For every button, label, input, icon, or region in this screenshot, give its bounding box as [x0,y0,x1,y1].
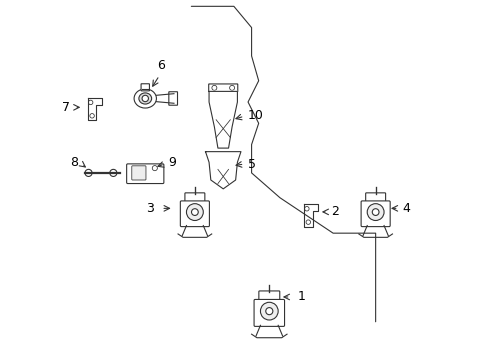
Polygon shape [205,152,241,189]
Ellipse shape [139,93,151,104]
Text: 4: 4 [402,202,409,215]
Text: 8: 8 [70,156,79,169]
FancyBboxPatch shape [365,193,385,213]
Text: 1: 1 [297,291,305,303]
FancyBboxPatch shape [126,164,163,184]
Polygon shape [209,91,237,148]
Text: 2: 2 [331,206,339,219]
Circle shape [211,85,216,90]
Circle shape [305,220,310,224]
Text: 3: 3 [146,202,154,215]
Circle shape [186,204,203,220]
FancyBboxPatch shape [180,201,209,226]
FancyBboxPatch shape [258,291,279,312]
Circle shape [260,302,278,320]
Circle shape [304,207,308,211]
FancyBboxPatch shape [360,201,389,226]
Circle shape [191,209,198,215]
FancyBboxPatch shape [141,84,149,91]
Circle shape [88,100,93,105]
Text: 6: 6 [157,59,165,72]
Circle shape [366,204,383,220]
Text: 7: 7 [62,101,70,114]
FancyBboxPatch shape [132,166,145,180]
Circle shape [371,209,378,215]
Circle shape [229,85,234,90]
Circle shape [152,166,157,171]
Text: 9: 9 [168,157,176,170]
Text: 10: 10 [247,109,264,122]
Circle shape [90,113,94,118]
FancyBboxPatch shape [184,193,204,213]
Circle shape [142,95,148,102]
Text: 5: 5 [247,158,256,171]
Circle shape [265,307,272,315]
Ellipse shape [134,89,156,108]
FancyBboxPatch shape [168,92,177,105]
Circle shape [110,169,117,176]
Circle shape [85,169,92,176]
FancyBboxPatch shape [208,84,237,92]
FancyBboxPatch shape [254,300,284,327]
